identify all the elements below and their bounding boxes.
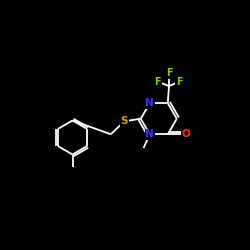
Text: N: N [146,98,154,108]
Text: F: F [166,68,172,78]
Text: S: S [121,116,128,126]
Text: O: O [182,129,190,139]
Text: F: F [154,77,161,87]
Text: F: F [176,77,182,87]
Text: N: N [146,129,154,139]
